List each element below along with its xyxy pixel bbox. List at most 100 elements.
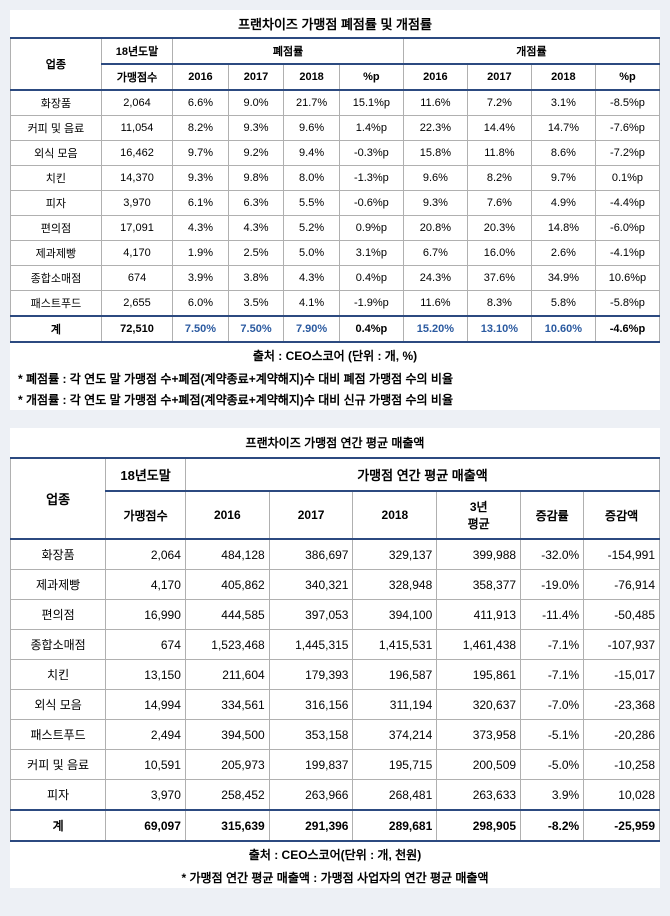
cell: 6.3% [228,191,284,216]
franchise-sales-table: 프랜차이즈 가맹점 연간 평균 매출액 업종 18년도말 가맹점 연간 평균 매… [10,428,660,842]
cell: -5.8%p [595,291,659,317]
cell: 3.1%p [339,241,403,266]
total-close-1: 7.50% [228,316,284,342]
cell: 치킨 [11,660,106,690]
cell: 1.9% [173,241,229,266]
total-open-3: -4.6%p [595,316,659,342]
sales-2017: 2017 [269,491,353,539]
cell: 치킨 [11,166,102,191]
table1-container: 프랜차이즈 가맹점 폐점률 및 개점률 업종 18년도말 폐점률 개점률 가맹점… [10,10,660,410]
cell: 9.7% [531,166,595,191]
cell: 211,604 [185,660,269,690]
table-row: 화장품2,0646.6%9.0%21.7%15.1%p11.6%7.2%3.1%… [11,90,660,116]
col-count-top: 18년도말 [101,38,172,64]
sales-amount: 증감액 [584,491,660,539]
cell: 4,170 [101,241,172,266]
cell: 편의점 [11,600,106,630]
cell: 8.2% [467,166,531,191]
cell: 5.5% [284,191,340,216]
cell: -1.9%p [339,291,403,317]
close-pctp: %p [339,64,403,90]
cell: 353,158 [269,720,353,750]
cell: 화장품 [11,90,102,116]
cell: 358,377 [437,570,521,600]
cell: 3.9% [521,780,584,811]
table1-title: 프랜차이즈 가맹점 폐점률 및 개점률 [11,10,660,38]
open-2018: 2018 [531,64,595,90]
cell: 11.6% [403,90,467,116]
cell: 268,481 [353,780,437,811]
cell: 5.8% [531,291,595,317]
cell: 200,509 [437,750,521,780]
cell: 328,948 [353,570,437,600]
cell: 21.7% [284,90,340,116]
total-open-2: 10.60% [531,316,595,342]
total-open-0: 15.20% [403,316,467,342]
cell: 263,633 [437,780,521,811]
cell: 3,970 [101,191,172,216]
cell: 394,100 [353,600,437,630]
total-v0: 315,639 [185,810,269,841]
cell: 199,837 [269,750,353,780]
cell: -0.3%p [339,141,403,166]
cell: 484,128 [185,539,269,570]
cell: -7.6%p [595,116,659,141]
cell: -20,286 [584,720,660,750]
cell: 37.6% [467,266,531,291]
cell: 0.4%p [339,266,403,291]
cell: -154,991 [584,539,660,570]
cell: 17,091 [101,216,172,241]
table-row: 편의점17,0914.3%4.3%5.2%0.9%p20.8%20.3%14.8… [11,216,660,241]
cell: 8.0% [284,166,340,191]
cell: 329,137 [353,539,437,570]
col-category: 업종 [11,38,102,90]
cell: 374,214 [353,720,437,750]
cell: 6.1% [173,191,229,216]
table-row: 제과제빵4,1701.9%2.5%5.0%3.1%p6.7%16.0%2.6%-… [11,241,660,266]
table1-source: 출처 : CEO스코어 (단위 : 개, %) [10,343,660,368]
cell: 7.2% [467,90,531,116]
table-row: 편의점16,990444,585397,053394,100411,913-11… [11,600,660,630]
cell: 20.3% [467,216,531,241]
cell: 피자 [11,191,102,216]
cell: 종합소매점 [11,266,102,291]
cell: 제과제빵 [11,570,106,600]
cell: 커피 및 음료 [11,116,102,141]
total-cat: 계 [11,316,102,342]
cell: -11.4% [521,600,584,630]
table2-note1: * 가맹점 연간 평균 매출액 : 가맹점 사업자의 연간 평균 매출액 [10,867,660,888]
col-category: 업종 [11,458,106,539]
close-2017: 2017 [228,64,284,90]
cell: 8.2% [173,116,229,141]
close-2016: 2016 [173,64,229,90]
table1-note2: * 개점률 : 각 연도 말 가맹점 수+폐점(계약종료+계약해지)수 대비 신… [10,389,660,410]
cell: 2,064 [101,90,172,116]
cell: -107,937 [584,630,660,660]
cell: 263,966 [269,780,353,811]
cell: 1,415,531 [353,630,437,660]
cell: 0.9%p [339,216,403,241]
cell: -15,017 [584,660,660,690]
total-close-2: 7.90% [284,316,340,342]
cell: 22.3% [403,116,467,141]
cell: -7.1% [521,630,584,660]
cell: 20.8% [403,216,467,241]
cell: 405,862 [185,570,269,600]
sales-2016: 2016 [185,491,269,539]
cell: 16,462 [101,141,172,166]
cell: 34.9% [531,266,595,291]
cell: -76,914 [584,570,660,600]
cell: 2.5% [228,241,284,266]
cell: 2,655 [101,291,172,317]
cell: -10,258 [584,750,660,780]
table-row: 외식 모음14,994334,561316,156311,194320,637-… [11,690,660,720]
cell: 9.6% [403,166,467,191]
total-cat: 계 [11,810,106,841]
cell: -23,368 [584,690,660,720]
cell: 10,591 [106,750,186,780]
table-row: 치킨13,150211,604179,393196,587195,861-7.1… [11,660,660,690]
cell: 11.8% [467,141,531,166]
cell: 8.6% [531,141,595,166]
cell: 7.6% [467,191,531,216]
cell: 화장품 [11,539,106,570]
